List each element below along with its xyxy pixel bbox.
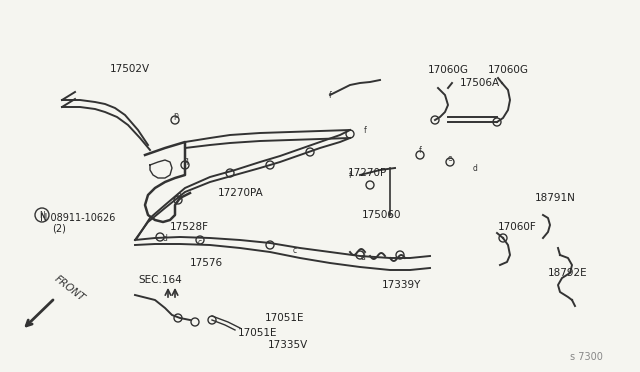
Text: FRONT: FRONT	[52, 273, 86, 303]
Text: 17060G: 17060G	[428, 65, 469, 75]
Text: (2): (2)	[52, 223, 66, 233]
Text: 17060G: 17060G	[488, 65, 529, 75]
Text: c: c	[293, 246, 297, 254]
Text: 17576: 17576	[190, 258, 223, 268]
Text: d: d	[360, 253, 365, 262]
Text: b: b	[388, 211, 392, 219]
Text: 17060F: 17060F	[498, 222, 537, 232]
Text: N 08911-10626: N 08911-10626	[40, 213, 115, 223]
Text: SEC.164: SEC.164	[138, 275, 182, 285]
Text: d: d	[163, 234, 168, 243]
Text: f: f	[349, 170, 351, 180]
Text: 17502V: 17502V	[110, 64, 150, 74]
Text: 17335V: 17335V	[268, 340, 308, 350]
Text: q: q	[177, 190, 181, 199]
Text: 17339Y: 17339Y	[382, 280, 421, 290]
Text: e: e	[448, 154, 452, 163]
Text: f: f	[419, 145, 421, 154]
Text: 17528F: 17528F	[170, 222, 209, 232]
Text: N: N	[39, 211, 45, 219]
Text: p: p	[173, 110, 179, 119]
Text: 17051E: 17051E	[265, 313, 305, 323]
Text: 18791N: 18791N	[535, 193, 576, 203]
Text: d: d	[472, 164, 477, 173]
Text: c: c	[198, 237, 202, 247]
Text: 17051E: 17051E	[238, 328, 278, 338]
Text: 18792E: 18792E	[548, 268, 588, 278]
Text: 175060: 175060	[362, 210, 401, 220]
Text: s 7300: s 7300	[570, 352, 603, 362]
Text: 17270PA: 17270PA	[218, 188, 264, 198]
Text: q: q	[184, 155, 188, 164]
Text: f: f	[364, 125, 366, 135]
Text: 17506A: 17506A	[460, 78, 500, 88]
Text: 17270P: 17270P	[348, 168, 387, 178]
Text: f: f	[328, 90, 332, 99]
